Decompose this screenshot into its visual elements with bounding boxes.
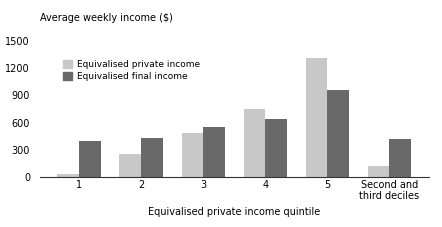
Bar <box>203 127 225 177</box>
X-axis label: Equivalised private income quintile: Equivalised private income quintile <box>148 207 320 217</box>
Bar <box>328 90 349 177</box>
Bar <box>368 166 389 177</box>
Legend: Equivalised private income, Equivalised final income: Equivalised private income, Equivalised … <box>60 56 204 84</box>
Bar <box>265 119 287 177</box>
Bar <box>389 139 411 177</box>
Bar <box>141 138 163 177</box>
Bar <box>305 58 328 177</box>
Bar <box>182 133 203 177</box>
Bar <box>79 141 101 177</box>
Text: Average weekly income ($): Average weekly income ($) <box>40 13 173 23</box>
Bar <box>244 109 265 177</box>
Bar <box>119 154 141 177</box>
Bar <box>57 174 79 177</box>
